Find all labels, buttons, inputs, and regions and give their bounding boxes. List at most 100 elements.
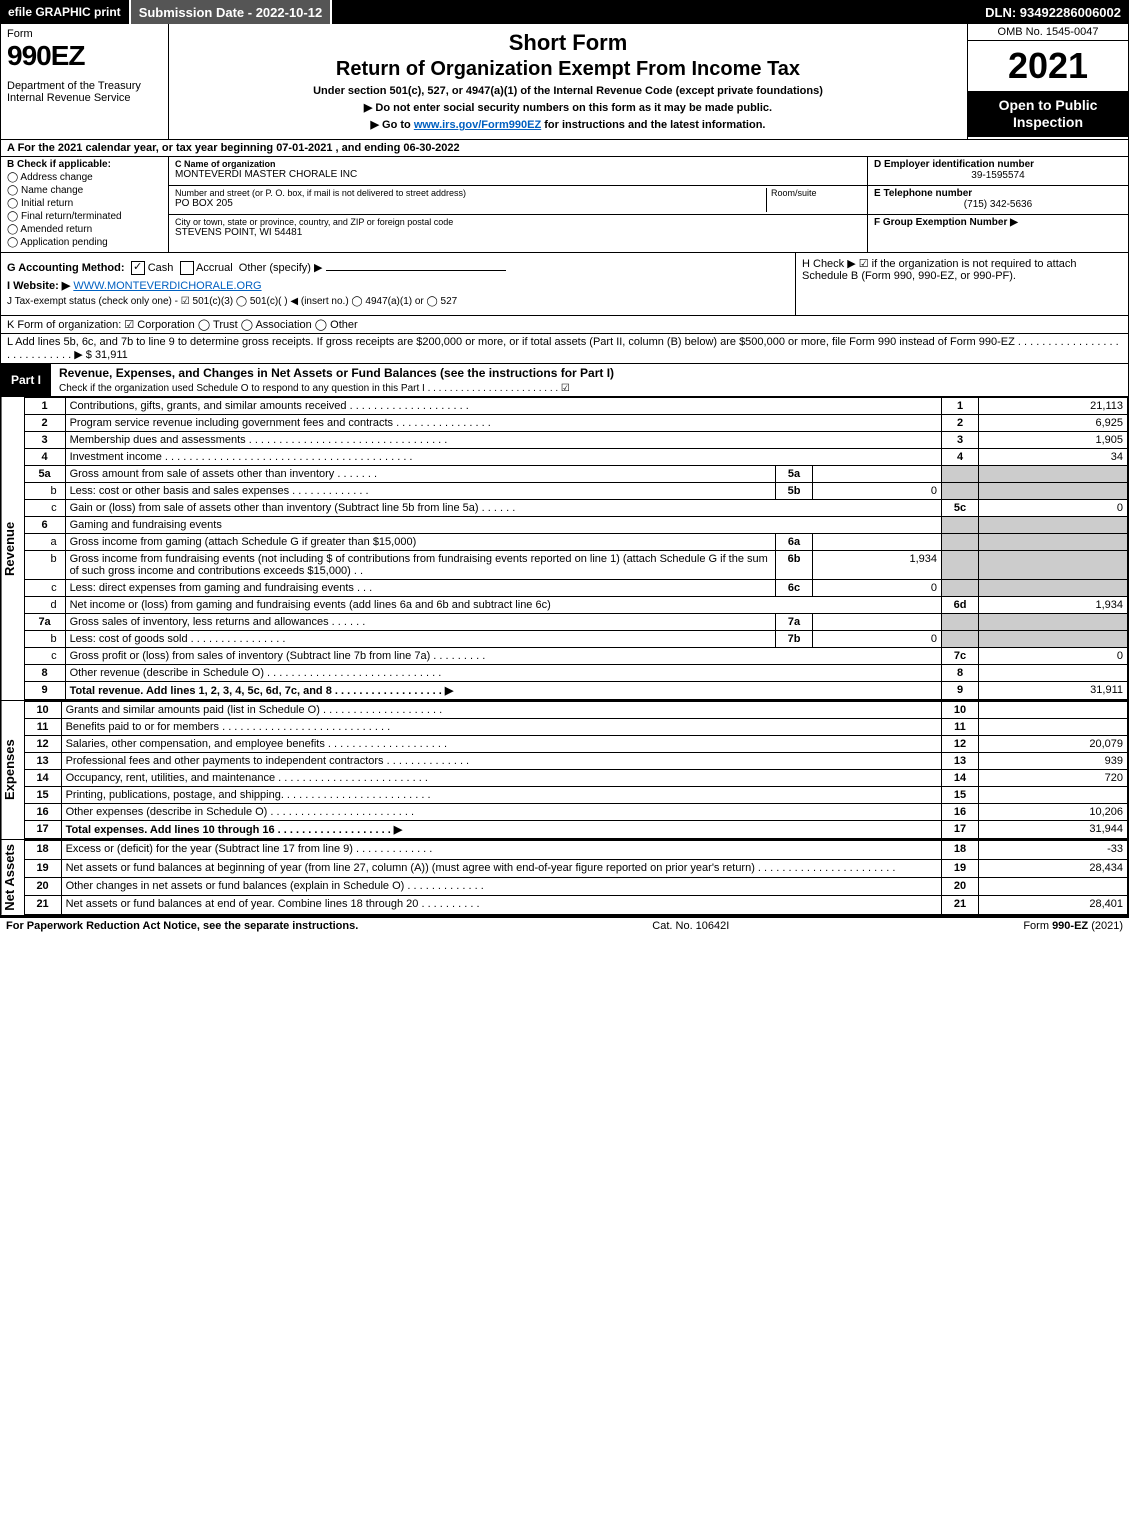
line-a: A For the 2021 calendar year, or tax yea… xyxy=(0,140,1129,157)
g-label: G Accounting Method: xyxy=(7,262,125,274)
revenue-side-label: Revenue xyxy=(1,397,24,700)
part1-tab: Part I xyxy=(1,369,51,391)
revenue-table: 1Contributions, gifts, grants, and simil… xyxy=(24,397,1128,700)
g-accrual-check[interactable] xyxy=(180,261,194,275)
expenses-table: 10Grants and similar amounts paid (list … xyxy=(24,701,1128,839)
org-city: STEVENS POINT, WI 54481 xyxy=(175,227,861,238)
d-label: D Employer identification number xyxy=(874,159,1122,170)
line-17: 17Total expenses. Add lines 10 through 1… xyxy=(24,821,1127,839)
line-14: 14Occupancy, rent, utilities, and mainte… xyxy=(24,770,1127,787)
line-6b: bGross income from fundraising events (n… xyxy=(24,551,1127,580)
line-16: 16Other expenses (describe in Schedule O… xyxy=(24,804,1127,821)
goto-pre: ▶ Go to xyxy=(371,119,414,131)
line-11: 11Benefits paid to or for members . . . … xyxy=(24,719,1127,736)
line-k: K Form of organization: ☑ Corporation ◯ … xyxy=(0,316,1129,334)
form-number: 990EZ xyxy=(7,40,162,72)
line-7b: bLess: cost of goods sold . . . . . . . … xyxy=(24,631,1127,648)
efile-label: efile GRAPHIC print xyxy=(0,0,131,24)
f-label: F Group Exemption Number ▶ xyxy=(874,217,1122,228)
ein-value: 39-1595574 xyxy=(874,170,1122,181)
b-opt-amended[interactable]: ◯ Amended return xyxy=(7,224,162,235)
b-opt-address[interactable]: ◯ Address change xyxy=(7,172,162,183)
submission-date: Submission Date - 2022-10-12 xyxy=(131,0,333,24)
goto-post: for instructions and the latest informat… xyxy=(544,119,765,131)
footer-left: For Paperwork Reduction Act Notice, see … xyxy=(6,920,358,932)
footer-right: Form 990-EZ (2021) xyxy=(1023,920,1123,932)
line-i: I Website: ▶ WWW.MONTEVERDICHORALE.ORG xyxy=(7,279,789,292)
goto-link[interactable]: www.irs.gov/Form990EZ xyxy=(414,119,541,131)
open-public-box: Open to Public Inspection xyxy=(968,91,1128,137)
line-18: 18Excess or (deficit) for the year (Subt… xyxy=(24,841,1127,859)
goto-line: ▶ Go to www.irs.gov/Form990EZ for instru… xyxy=(177,118,959,131)
footer: For Paperwork Reduction Act Notice, see … xyxy=(0,916,1129,934)
form-header-right: OMB No. 1545-0047 2021 Open to Public In… xyxy=(967,24,1128,139)
net-table: 18Excess or (deficit) for the year (Subt… xyxy=(24,840,1128,915)
l-text: L Add lines 5b, 6c, and 7b to line 9 to … xyxy=(7,336,1119,361)
b-opt-initial[interactable]: ◯ Initial return xyxy=(7,198,162,209)
form-word: Form xyxy=(7,28,162,40)
footer-mid: Cat. No. 10642I xyxy=(652,920,729,932)
dept-treasury: Department of the Treasury xyxy=(7,80,162,92)
section-ghij: G Accounting Method: Cash Accrual Other … xyxy=(0,253,1129,316)
under-section: Under section 501(c), 527, or 4947(a)(1)… xyxy=(177,85,959,97)
line-6: 6Gaming and fundraising events xyxy=(24,517,1127,534)
part1-title: Revenue, Expenses, and Changes in Net As… xyxy=(51,364,1128,396)
form-header-mid: Short Form Return of Organization Exempt… xyxy=(169,24,967,139)
net-assets-section: Net Assets 18Excess or (deficit) for the… xyxy=(0,840,1129,916)
line-5a: 5aGross amount from sale of assets other… xyxy=(24,466,1127,483)
section-bcdef: B Check if applicable: ◯ Address change … xyxy=(0,157,1129,253)
ssn-warning: ▶ Do not enter social security numbers o… xyxy=(177,101,959,114)
line-12: 12Salaries, other compensation, and empl… xyxy=(24,736,1127,753)
b-opt-pending[interactable]: ◯ Application pending xyxy=(7,237,162,248)
short-form-title: Short Form xyxy=(177,30,959,56)
g-cash-check[interactable] xyxy=(131,261,145,275)
e-label: E Telephone number xyxy=(874,188,1122,199)
line-7c: cGross profit or (loss) from sales of in… xyxy=(24,648,1127,665)
b-label: B Check if applicable: xyxy=(7,159,162,170)
b-opt-final[interactable]: ◯ Final return/terminated xyxy=(7,211,162,222)
part1-check: Check if the organization used Schedule … xyxy=(59,383,570,394)
line-21: 21Net assets or fund balances at end of … xyxy=(24,896,1127,914)
line-6d: dNet income or (loss) from gaming and fu… xyxy=(24,597,1127,614)
line-6a: aGross income from gaming (attach Schedu… xyxy=(24,534,1127,551)
g-accrual: Accrual xyxy=(196,262,233,274)
line-7a: 7aGross sales of inventory, less returns… xyxy=(24,614,1127,631)
org-street: PO BOX 205 xyxy=(175,198,766,209)
line-4: 4Investment income . . . . . . . . . . .… xyxy=(24,449,1127,466)
line-9: 9Total revenue. Add lines 1, 2, 3, 4, 5c… xyxy=(24,682,1127,700)
line-6c: cLess: direct expenses from gaming and f… xyxy=(24,580,1127,597)
phone-value: (715) 342-5636 xyxy=(874,199,1122,210)
c-street-label: Number and street (or P. O. box, if mail… xyxy=(175,188,766,198)
dln-label: DLN: 93492286006002 xyxy=(977,0,1129,24)
form-header: Form 990EZ Department of the Treasury In… xyxy=(0,24,1129,140)
g-cash: Cash xyxy=(148,262,174,274)
c-name-label: C Name of organization xyxy=(175,159,861,169)
line-5c: cGain or (loss) from sale of assets othe… xyxy=(24,500,1127,517)
form-header-left: Form 990EZ Department of the Treasury In… xyxy=(1,24,169,139)
expenses-side-label: Expenses xyxy=(1,701,24,839)
line-19: 19Net assets or fund balances at beginni… xyxy=(24,859,1127,877)
line-3: 3Membership dues and assessments . . . .… xyxy=(24,432,1127,449)
col-b: B Check if applicable: ◯ Address change … xyxy=(1,157,169,252)
website-link[interactable]: WWW.MONTEVERDICHORALE.ORG xyxy=(73,280,261,292)
line-h: H Check ▶ ☑ if the organization is not r… xyxy=(802,257,1122,282)
line-1: 1Contributions, gifts, grants, and simil… xyxy=(24,398,1127,415)
line-10: 10Grants and similar amounts paid (list … xyxy=(24,702,1127,719)
top-bar: efile GRAPHIC print Submission Date - 20… xyxy=(0,0,1129,24)
omb-number: OMB No. 1545-0047 xyxy=(968,24,1128,41)
revenue-section: Revenue 1Contributions, gifts, grants, a… xyxy=(0,397,1129,701)
b-opt-name[interactable]: ◯ Name change xyxy=(7,185,162,196)
line-2: 2Program service revenue including gover… xyxy=(24,415,1127,432)
col-def: D Employer identification number 39-1595… xyxy=(867,157,1128,252)
line-j: J Tax-exempt status (check only one) - ☑… xyxy=(7,296,789,307)
tax-year: 2021 xyxy=(968,41,1128,91)
c-city-label: City or town, state or province, country… xyxy=(175,217,861,227)
line-g: G Accounting Method: Cash Accrual Other … xyxy=(7,261,789,275)
expenses-section: Expenses 10Grants and similar amounts pa… xyxy=(0,701,1129,840)
line-5b: bLess: cost or other basis and sales exp… xyxy=(24,483,1127,500)
line-20: 20Other changes in net assets or fund ba… xyxy=(24,877,1127,895)
ghij-left: G Accounting Method: Cash Accrual Other … xyxy=(1,253,795,315)
i-label: I Website: ▶ xyxy=(7,280,70,292)
col-c: C Name of organization MONTEVERDI MASTER… xyxy=(169,157,867,252)
line-8: 8Other revenue (describe in Schedule O) … xyxy=(24,665,1127,682)
